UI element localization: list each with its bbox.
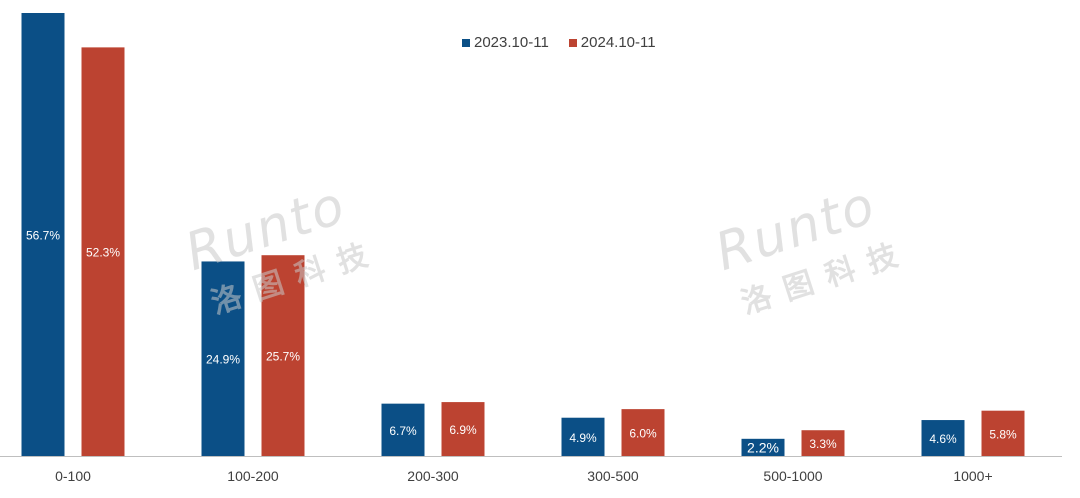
legend-label-2023: 2023.10-11 — [474, 34, 549, 51]
bar-2023-3 — [561, 417, 605, 456]
x-tick-label-5: 1000+ — [953, 468, 992, 484]
bar-2024-1 — [261, 255, 305, 456]
data-label-2023-3: 4.9% — [569, 431, 597, 445]
legend: 2023.10-11 2024.10-11 — [462, 34, 656, 51]
x-tick-label-4: 500-1000 — [763, 468, 822, 484]
data-label-2024-2: 6.9% — [449, 423, 477, 437]
data-label-2023-4: 2.2% — [747, 439, 779, 455]
data-label-2024-3: 6.0% — [629, 427, 657, 441]
x-tick-label-3: 300-500 — [587, 468, 639, 484]
data-label-2024-1: 25.7% — [266, 350, 300, 364]
x-tick-label-1: 100-200 — [227, 468, 279, 484]
bar-2024-2 — [441, 402, 485, 456]
legend-item-2024: 2024.10-11 — [568, 34, 656, 51]
data-label-2023-1: 24.9% — [206, 353, 240, 367]
legend-label-2024: 2024.10-11 — [580, 34, 656, 51]
data-label-2024-4: 3.3% — [809, 437, 837, 451]
legend-item-2023: 2023.10-11 — [462, 34, 549, 51]
data-label-2023-0: 56.7% — [26, 229, 60, 243]
bar-2023-5 — [921, 420, 965, 456]
bar-2023-1 — [201, 261, 245, 456]
x-tick-label-2: 200-300 — [407, 468, 459, 484]
bar-2024-3 — [621, 409, 665, 456]
data-label-2023-2: 6.7% — [389, 424, 417, 438]
bar-2024-4 — [801, 430, 845, 456]
data-label-2024-0: 52.3% — [86, 246, 120, 260]
bar-2023-4 — [741, 438, 785, 456]
bar-2023-0 — [21, 13, 65, 456]
bar-2023-2 — [381, 403, 425, 456]
legend-swatch-2023 — [462, 38, 470, 47]
bar-2024-0 — [81, 47, 125, 456]
legend-swatch-2024 — [568, 38, 577, 47]
data-label-2024-5: 5.8% — [989, 427, 1017, 441]
data-label-2023-5: 4.6% — [929, 432, 957, 446]
bar-2024-5 — [981, 410, 1025, 456]
x-tick-label-0: 0-100 — [55, 468, 91, 484]
